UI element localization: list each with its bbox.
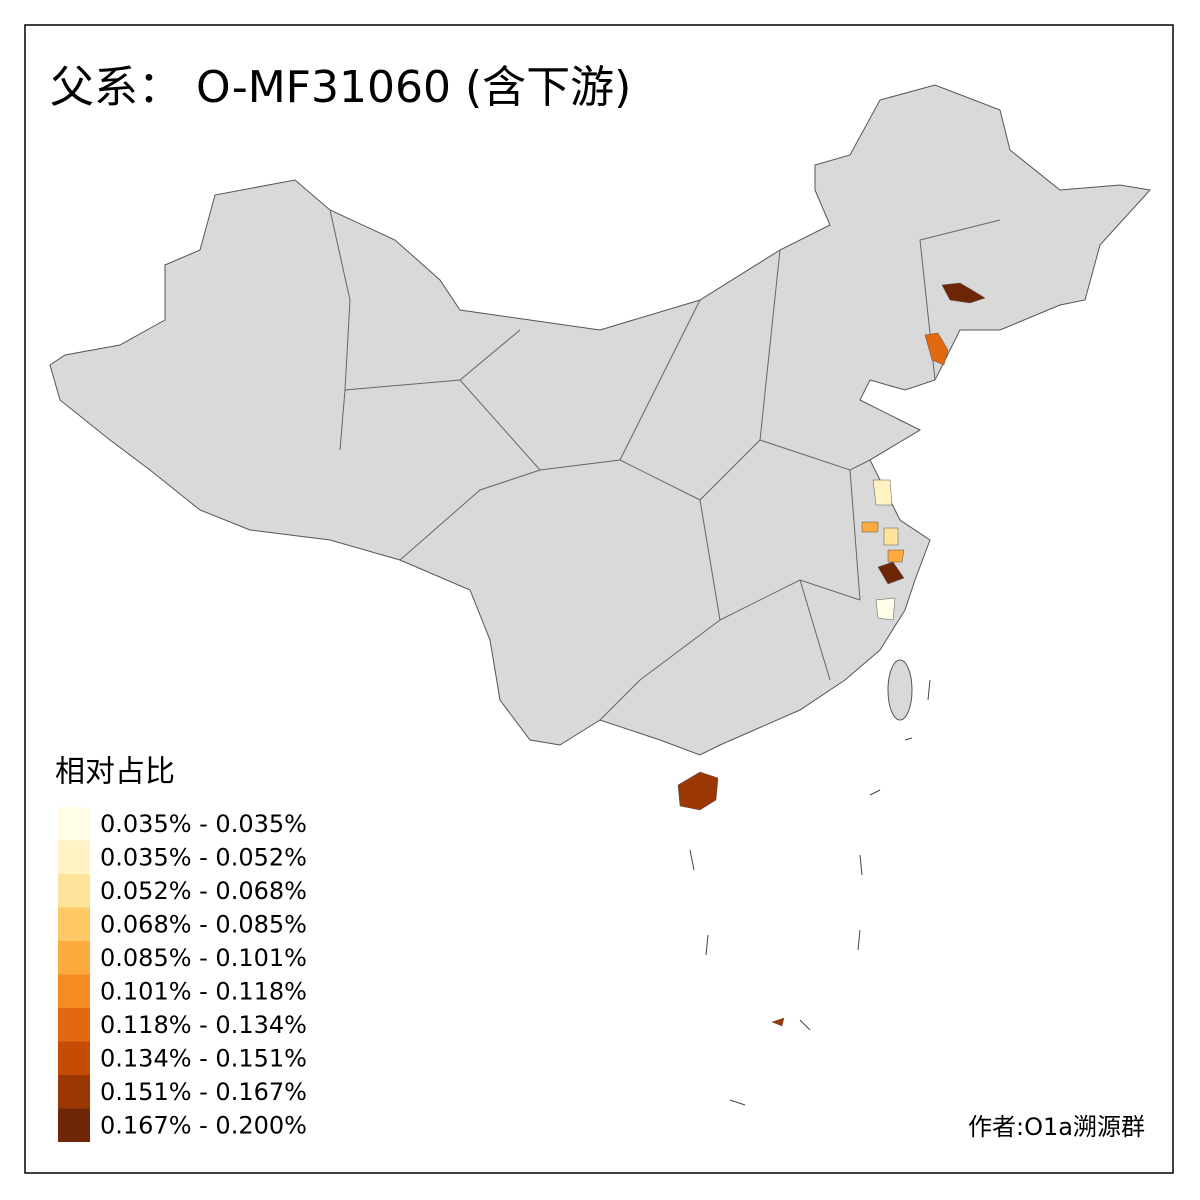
legend-label: 0.085% - 0.101%: [100, 944, 307, 972]
china-map: [49, 84, 1151, 1106]
legend-label: 0.068% - 0.085%: [100, 911, 307, 939]
legend-label: 0.134% - 0.151%: [100, 1045, 307, 1073]
legend-swatch: [58, 1008, 90, 1042]
legend-swatch: [58, 840, 90, 874]
legend-swatch: [58, 907, 90, 941]
legend-swatch: [58, 941, 90, 975]
region-zhejiang-south: [875, 597, 896, 621]
region-jiangsu-north: [872, 479, 893, 506]
region-shanghai-west: [887, 549, 905, 563]
legend-swatch: [58, 807, 90, 841]
credit: 作者:O1a溯源群: [968, 1113, 1145, 1141]
legend-label: 0.151% - 0.167%: [100, 1078, 307, 1106]
legend-label: 0.101% - 0.118%: [100, 978, 307, 1006]
legend-label: 0.167% - 0.200%: [100, 1112, 307, 1140]
legend-swatch: [58, 1041, 90, 1075]
taiwan: [887, 659, 913, 721]
legend-label: 0.035% - 0.052%: [100, 844, 307, 872]
legend: 0.035% - 0.035% 0.035% - 0.052% 0.052% - 0…: [58, 807, 307, 1142]
legend-label: 0.035% - 0.035%: [100, 810, 307, 838]
region-heilongjiang: [941, 282, 986, 304]
legend-label: 0.052% - 0.068%: [100, 877, 307, 905]
islands: [689, 679, 931, 1106]
region-zhejiang-north: [877, 561, 905, 585]
region-islet: [771, 1017, 785, 1027]
legend-swatch: [58, 974, 90, 1008]
mainland: [49, 84, 1151, 756]
region-liaoning: [924, 332, 949, 366]
legend-swatch: [58, 1075, 90, 1109]
title: 父系： O-MF31060 (含下游): [50, 62, 631, 113]
province-borders: [329, 209, 1001, 721]
legend-swatch: [58, 1108, 90, 1142]
hainan: [677, 771, 719, 811]
legend-title: 相对占比: [55, 755, 175, 790]
region-anhui: [861, 521, 879, 533]
legend-swatch: [58, 874, 90, 908]
region-jiangsu-south: [883, 527, 899, 546]
legend-label: 0.118% - 0.134%: [100, 1011, 307, 1039]
